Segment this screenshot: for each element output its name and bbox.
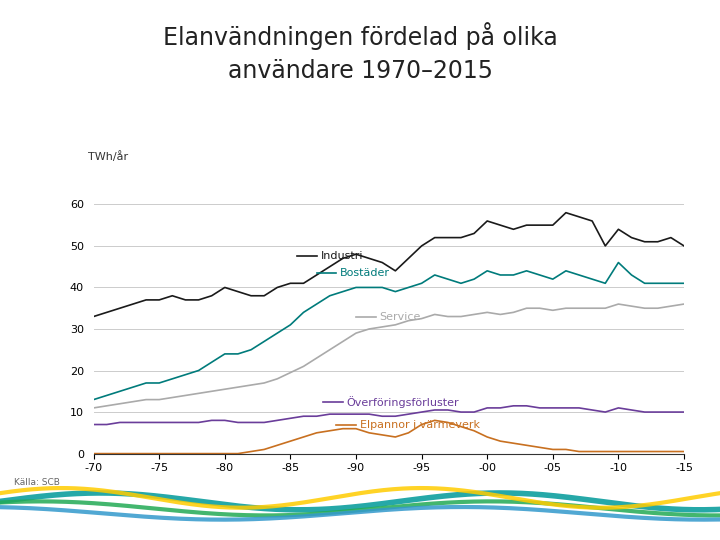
Text: användare 1970–2015: användare 1970–2015 xyxy=(228,59,492,83)
Text: Service: Service xyxy=(379,312,421,321)
Text: Bostäder: Bostäder xyxy=(341,268,390,278)
Text: TWh/år: TWh/år xyxy=(88,151,128,162)
Text: Elpannor i värmeverk: Elpannor i värmeverk xyxy=(360,420,480,429)
Text: Elanvändningen fördelad på olika: Elanvändningen fördelad på olika xyxy=(163,22,557,50)
Text: Källa: SCB: Källa: SCB xyxy=(14,478,60,487)
Text: Industri: Industri xyxy=(320,251,363,261)
Text: Överföringsförluster: Överföringsförluster xyxy=(347,396,459,408)
